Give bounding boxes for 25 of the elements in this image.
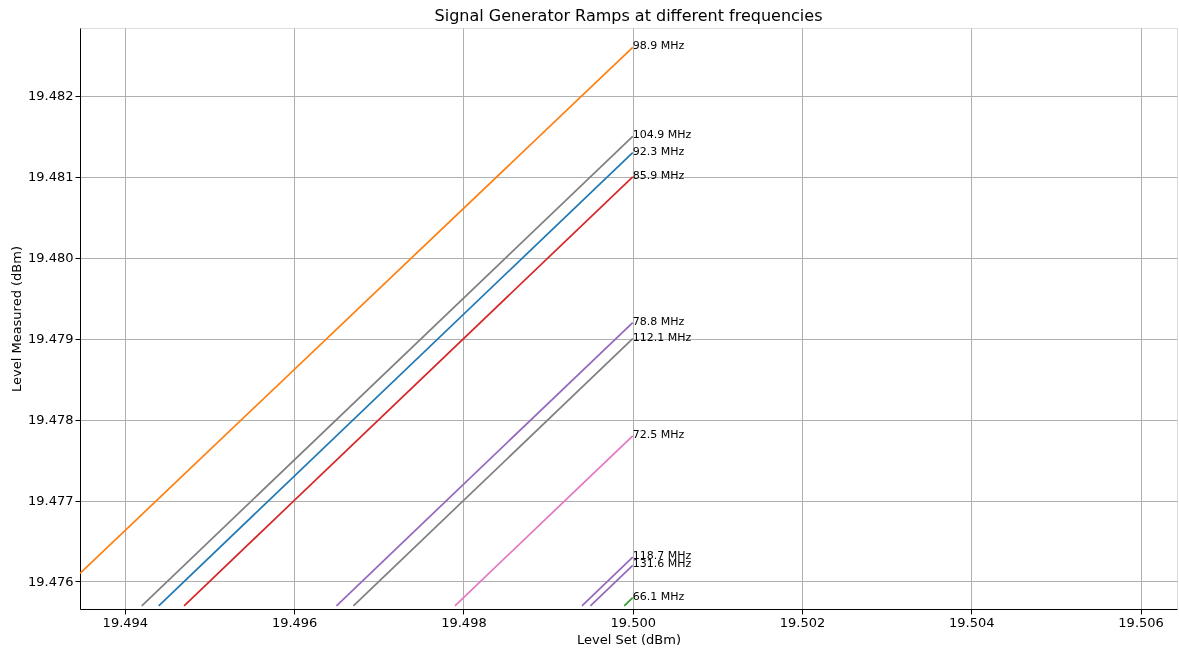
x-tick-label: 19.506 [1118,614,1164,630]
y-tick-label: 19.476 [28,573,74,589]
y-tick-label: 19.480 [28,250,74,266]
series-label: 72.5 MHz [632,427,685,441]
y-tick-label: 19.478 [28,412,74,428]
series-label: 104.9 MHz [632,128,692,142]
x-tick-label: 19.504 [949,614,995,630]
y-tick-label: 19.479 [28,331,74,347]
x-tick-label: 19.500 [610,614,656,630]
series-label: 92.3 MHz [632,144,685,158]
y-tick-label: 19.482 [28,88,74,104]
series-label: 98.9 MHz [632,39,685,53]
series-label: 112.1 MHz [632,330,692,344]
y-axis-title: Level Measured (dBm) [9,245,25,393]
x-tick-label: 19.498 [441,614,487,630]
y-tick-label: 19.481 [28,169,74,185]
x-axis-title: Level Set (dBm) [577,631,681,647]
series-label: 78.8 MHz [632,314,685,328]
x-tick-label: 19.494 [102,614,149,630]
chart-title: Signal Generator Ramps at different frequencies [434,6,823,25]
series-label: 85.9 MHz [632,168,685,182]
series-label: 66.1 MHz [632,589,685,603]
x-tick-label: 19.496 [271,614,318,630]
y-tick-label: 19.477 [28,493,74,509]
x-tick-label: 19.502 [779,614,826,630]
